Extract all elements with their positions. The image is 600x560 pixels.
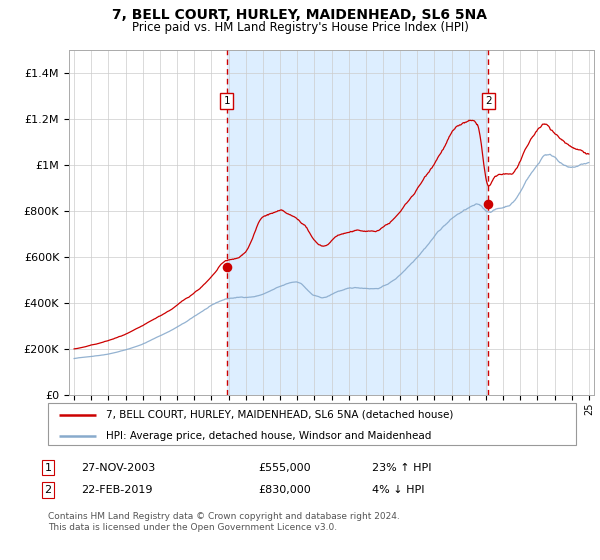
Text: 1: 1: [224, 96, 230, 106]
Text: 1: 1: [44, 463, 52, 473]
Text: 2: 2: [485, 96, 492, 106]
Text: £830,000: £830,000: [258, 485, 311, 495]
Text: 23% ↑ HPI: 23% ↑ HPI: [372, 463, 431, 473]
Bar: [227, 50, 488, 395]
Text: 4% ↓ HPI: 4% ↓ HPI: [372, 485, 425, 495]
Text: £555,000: £555,000: [258, 463, 311, 473]
Text: HPI: Average price, detached house, Windsor and Maidenhead: HPI: Average price, detached house, Wind…: [106, 431, 431, 441]
Text: 7, BELL COURT, HURLEY, MAIDENHEAD, SL6 5NA (detached house): 7, BELL COURT, HURLEY, MAIDENHEAD, SL6 5…: [106, 410, 454, 420]
Text: Price paid vs. HM Land Registry's House Price Index (HPI): Price paid vs. HM Land Registry's House …: [131, 21, 469, 34]
Text: 2: 2: [44, 485, 52, 495]
Text: Contains HM Land Registry data © Crown copyright and database right 2024.
This d: Contains HM Land Registry data © Crown c…: [48, 512, 400, 532]
Text: 27-NOV-2003: 27-NOV-2003: [81, 463, 155, 473]
Text: 7, BELL COURT, HURLEY, MAIDENHEAD, SL6 5NA: 7, BELL COURT, HURLEY, MAIDENHEAD, SL6 5…: [113, 8, 487, 22]
Point: [222, 263, 232, 272]
FancyBboxPatch shape: [48, 403, 576, 445]
Point: [484, 200, 493, 209]
Text: 22-FEB-2019: 22-FEB-2019: [81, 485, 152, 495]
